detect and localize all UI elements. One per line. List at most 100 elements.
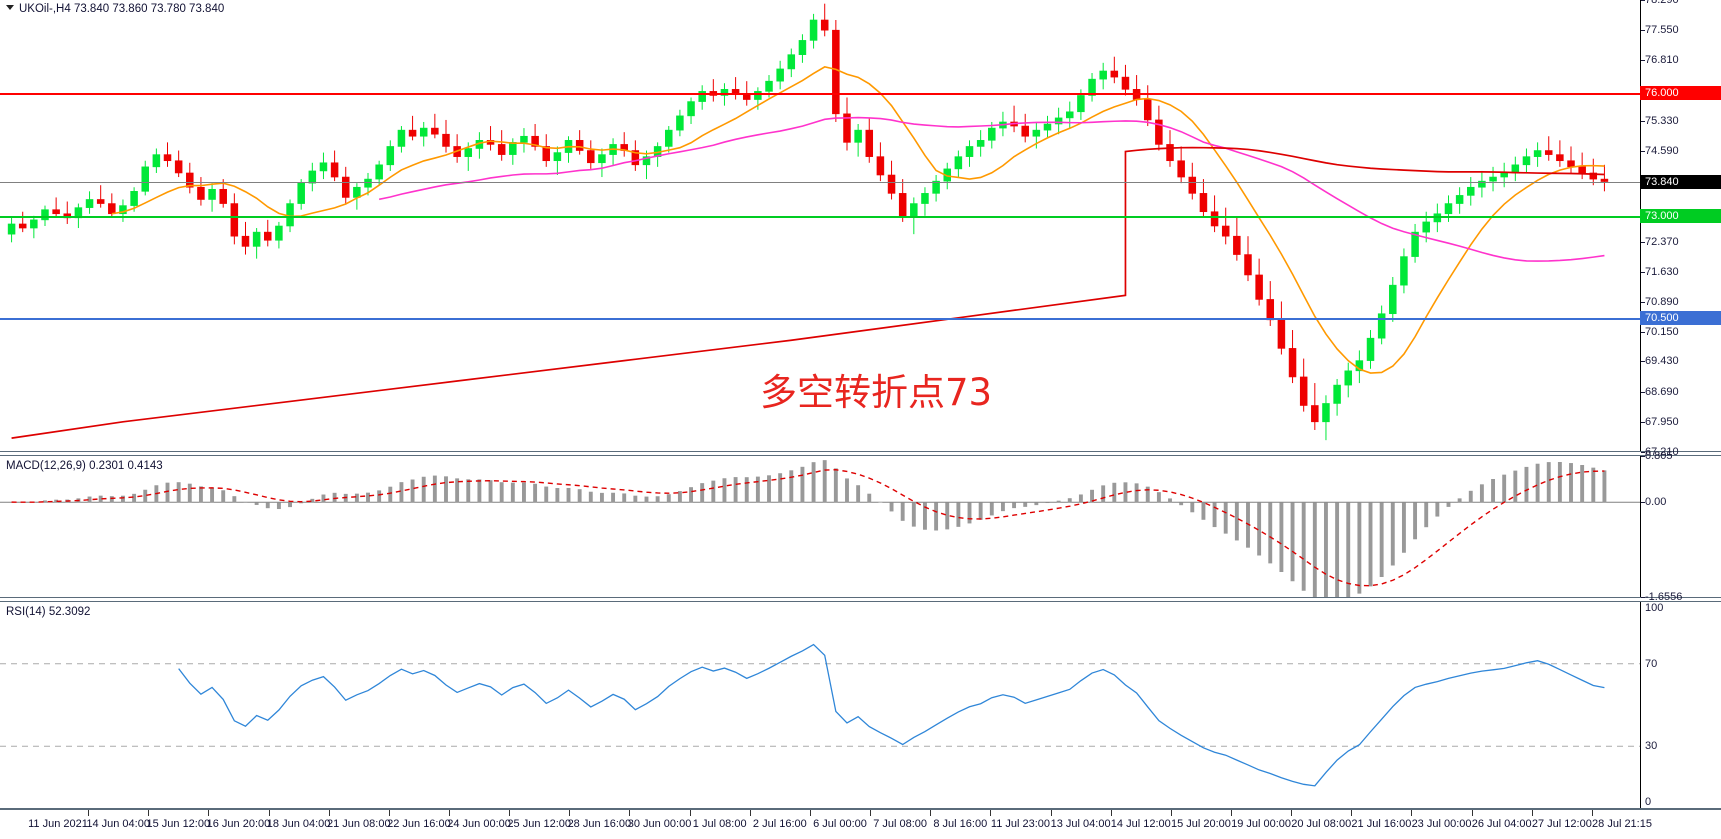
price-axis-tick: 72.370 bbox=[1645, 235, 1679, 248]
time-axis-label: 20 Jul 08:00 bbox=[1291, 818, 1352, 830]
time-axis-separator bbox=[809, 810, 811, 816]
time-axis-label: 23 Jul 00:00 bbox=[1411, 818, 1472, 830]
price-tag-resistance-76[interactable]: 76.000 bbox=[1640, 86, 1721, 101]
time-axis-label: 15 Jun 12:00 bbox=[146, 818, 211, 830]
time-axis-label: 14 Jun 04:00 bbox=[86, 818, 150, 830]
time-axis-label: 15 Jul 20:00 bbox=[1170, 818, 1231, 830]
time-axis-separator bbox=[930, 810, 932, 816]
time-axis-label: 1 Jul 08:00 bbox=[692, 818, 747, 830]
time-axis-label: 11 Jul 23:00 bbox=[990, 818, 1051, 830]
macd-svg bbox=[0, 460, 1640, 597]
price-panel: UKOil-,H4 73.840 73.860 73.780 73.840 76… bbox=[0, 0, 1721, 458]
time-axis-separator bbox=[1050, 810, 1052, 816]
time-axis-label: 2 Jul 16:00 bbox=[752, 818, 807, 830]
time-axis-separator bbox=[328, 810, 330, 816]
price-axis-tick: 67.950 bbox=[1645, 415, 1679, 428]
macd-axis-tick: -1.6556 bbox=[1645, 591, 1683, 603]
time-axis-label: 14 Jul 12:00 bbox=[1110, 818, 1171, 830]
chart-annotation-text: 多空转折点73 bbox=[760, 371, 993, 414]
price-axis-tickmark bbox=[1641, 332, 1645, 334]
time-axis-label: 21 Jun 08:00 bbox=[326, 818, 391, 830]
time-axis-label: 21 Jul 16:00 bbox=[1351, 818, 1412, 830]
time-axis-label: 8 Jul 16:00 bbox=[933, 818, 988, 830]
price-plot-area[interactable] bbox=[0, 0, 1640, 451]
price-axis-tickmark bbox=[1641, 452, 1645, 453]
price-candlestick-svg bbox=[7, 3, 1609, 441]
price-axis-tickmark bbox=[1641, 60, 1645, 62]
price-axis-tick: 68.690 bbox=[1645, 385, 1679, 398]
time-axis-label: 18 Jun 04:00 bbox=[266, 818, 331, 830]
time-axis-separator bbox=[1471, 810, 1473, 816]
time-axis-label: 7 Jul 08:00 bbox=[873, 818, 928, 830]
price-axis-tick: 77.550 bbox=[1645, 24, 1679, 37]
price-axis-tick: 69.430 bbox=[1645, 355, 1679, 368]
macd-axis-tickmark bbox=[1641, 502, 1645, 504]
level-line-current-price[interactable] bbox=[0, 181, 1640, 183]
time-axis-separator bbox=[870, 810, 872, 816]
rsi-axis[interactable]: 100 70 30 0 bbox=[1640, 602, 1721, 808]
level-line-support-70-5[interactable] bbox=[0, 317, 1640, 320]
macd-axis[interactable]: 0.805 0.00 -1.6556 bbox=[1640, 450, 1721, 603]
price-tag-support-70-5[interactable]: 70.500 bbox=[1640, 310, 1721, 325]
price-tag-current-price[interactable]: 73.840 bbox=[1640, 174, 1721, 189]
time-axis-label: 16 Jun 20:00 bbox=[206, 818, 271, 830]
time-axis-separator bbox=[689, 810, 691, 816]
price-axis-tick: 76.810 bbox=[1645, 54, 1679, 67]
rsi-svg bbox=[0, 643, 1640, 787]
price-axis[interactable]: 76.000 73.840 73.000 70.500 78.290 77.550 76.8… bbox=[1640, 0, 1721, 458]
macd-legend: MACD(12,26,9) 0.2301 0.4143 bbox=[6, 460, 163, 472]
rsi-axis-tick: 30 bbox=[1645, 740, 1658, 753]
time-axis-label: 26 Jul 04:00 bbox=[1471, 818, 1532, 830]
rsi-axis-tick: 100 bbox=[1645, 602, 1664, 614]
price-axis-tickmark bbox=[1641, 30, 1645, 32]
macd-axis-tickmark bbox=[1641, 597, 1645, 598]
price-axis-tickmark bbox=[1641, 241, 1645, 243]
rsi-axis-tick: 70 bbox=[1645, 657, 1658, 670]
time-axis-separator bbox=[629, 810, 631, 816]
time-axis-separator bbox=[88, 810, 90, 816]
price-axis-tick: 71.630 bbox=[1645, 265, 1679, 278]
time-axis-separator bbox=[1411, 810, 1413, 816]
time-axis-separator bbox=[1591, 810, 1593, 816]
caret-down-icon[interactable] bbox=[6, 5, 14, 10]
time-axis-separator bbox=[388, 810, 390, 816]
time-axis-separator bbox=[1170, 810, 1172, 816]
macd-axis-tickmark bbox=[1641, 456, 1645, 457]
price-axis-tickmark bbox=[1641, 120, 1645, 122]
price-axis-tick: 74.590 bbox=[1645, 144, 1679, 157]
price-legend-text: UKOil-,H4 73.840 73.860 73.780 73.840 bbox=[19, 3, 225, 15]
time-axis-separator bbox=[509, 810, 511, 816]
level-line-pivot-73[interactable] bbox=[0, 215, 1640, 218]
time-axis-separator bbox=[1531, 810, 1533, 816]
time-axis-separator bbox=[990, 810, 992, 816]
price-axis-tick: 78.290 bbox=[1645, 0, 1679, 6]
macd-panel: MACD(12,26,9) 0.2301 0.4143 0.805 0.00 -1.… bbox=[0, 450, 1721, 603]
time-axis[interactable]: 11 Jun 2021 14 Jun 04:00 15 Jun 12:00 16 Ju… bbox=[0, 809, 1721, 839]
time-axis-separator bbox=[449, 810, 450, 816]
price-axis-tickmark bbox=[1641, 391, 1645, 393]
time-axis-separator bbox=[268, 810, 270, 816]
level-line-resistance-76[interactable] bbox=[0, 93, 1640, 96]
price-axis-tickmark bbox=[1641, 0, 1645, 1]
time-axis-separator bbox=[749, 810, 751, 816]
macd-plot-area[interactable] bbox=[0, 456, 1640, 597]
time-axis-label: 11 Jun 2021 bbox=[28, 818, 88, 830]
rsi-plot-area[interactable] bbox=[0, 602, 1640, 808]
time-axis-label: 30 Jun 00:00 bbox=[627, 818, 692, 830]
price-axis-tickmark bbox=[1641, 150, 1645, 152]
time-axis-label: 27 Jul 12:00 bbox=[1531, 818, 1592, 830]
time-axis-label: 6 Jul 00:00 bbox=[813, 818, 867, 830]
price-axis-tickmark bbox=[1641, 271, 1645, 273]
price-tag-pivot-73[interactable]: 73.000 bbox=[1640, 208, 1721, 223]
time-axis-label: 22 Jun 16:00 bbox=[387, 818, 451, 830]
time-axis-label: 28 Jul 21:15 bbox=[1592, 818, 1652, 830]
time-axis-separator bbox=[1351, 810, 1353, 816]
price-axis-tickmark bbox=[1641, 361, 1645, 363]
time-axis-separator bbox=[569, 810, 571, 816]
rsi-axis-tick: 0 bbox=[1645, 796, 1652, 808]
price-axis-tick: 75.330 bbox=[1645, 114, 1679, 127]
price-axis-tick: 70.150 bbox=[1645, 326, 1679, 339]
time-axis-separator bbox=[208, 810, 210, 816]
time-axis-separator bbox=[1110, 810, 1112, 816]
